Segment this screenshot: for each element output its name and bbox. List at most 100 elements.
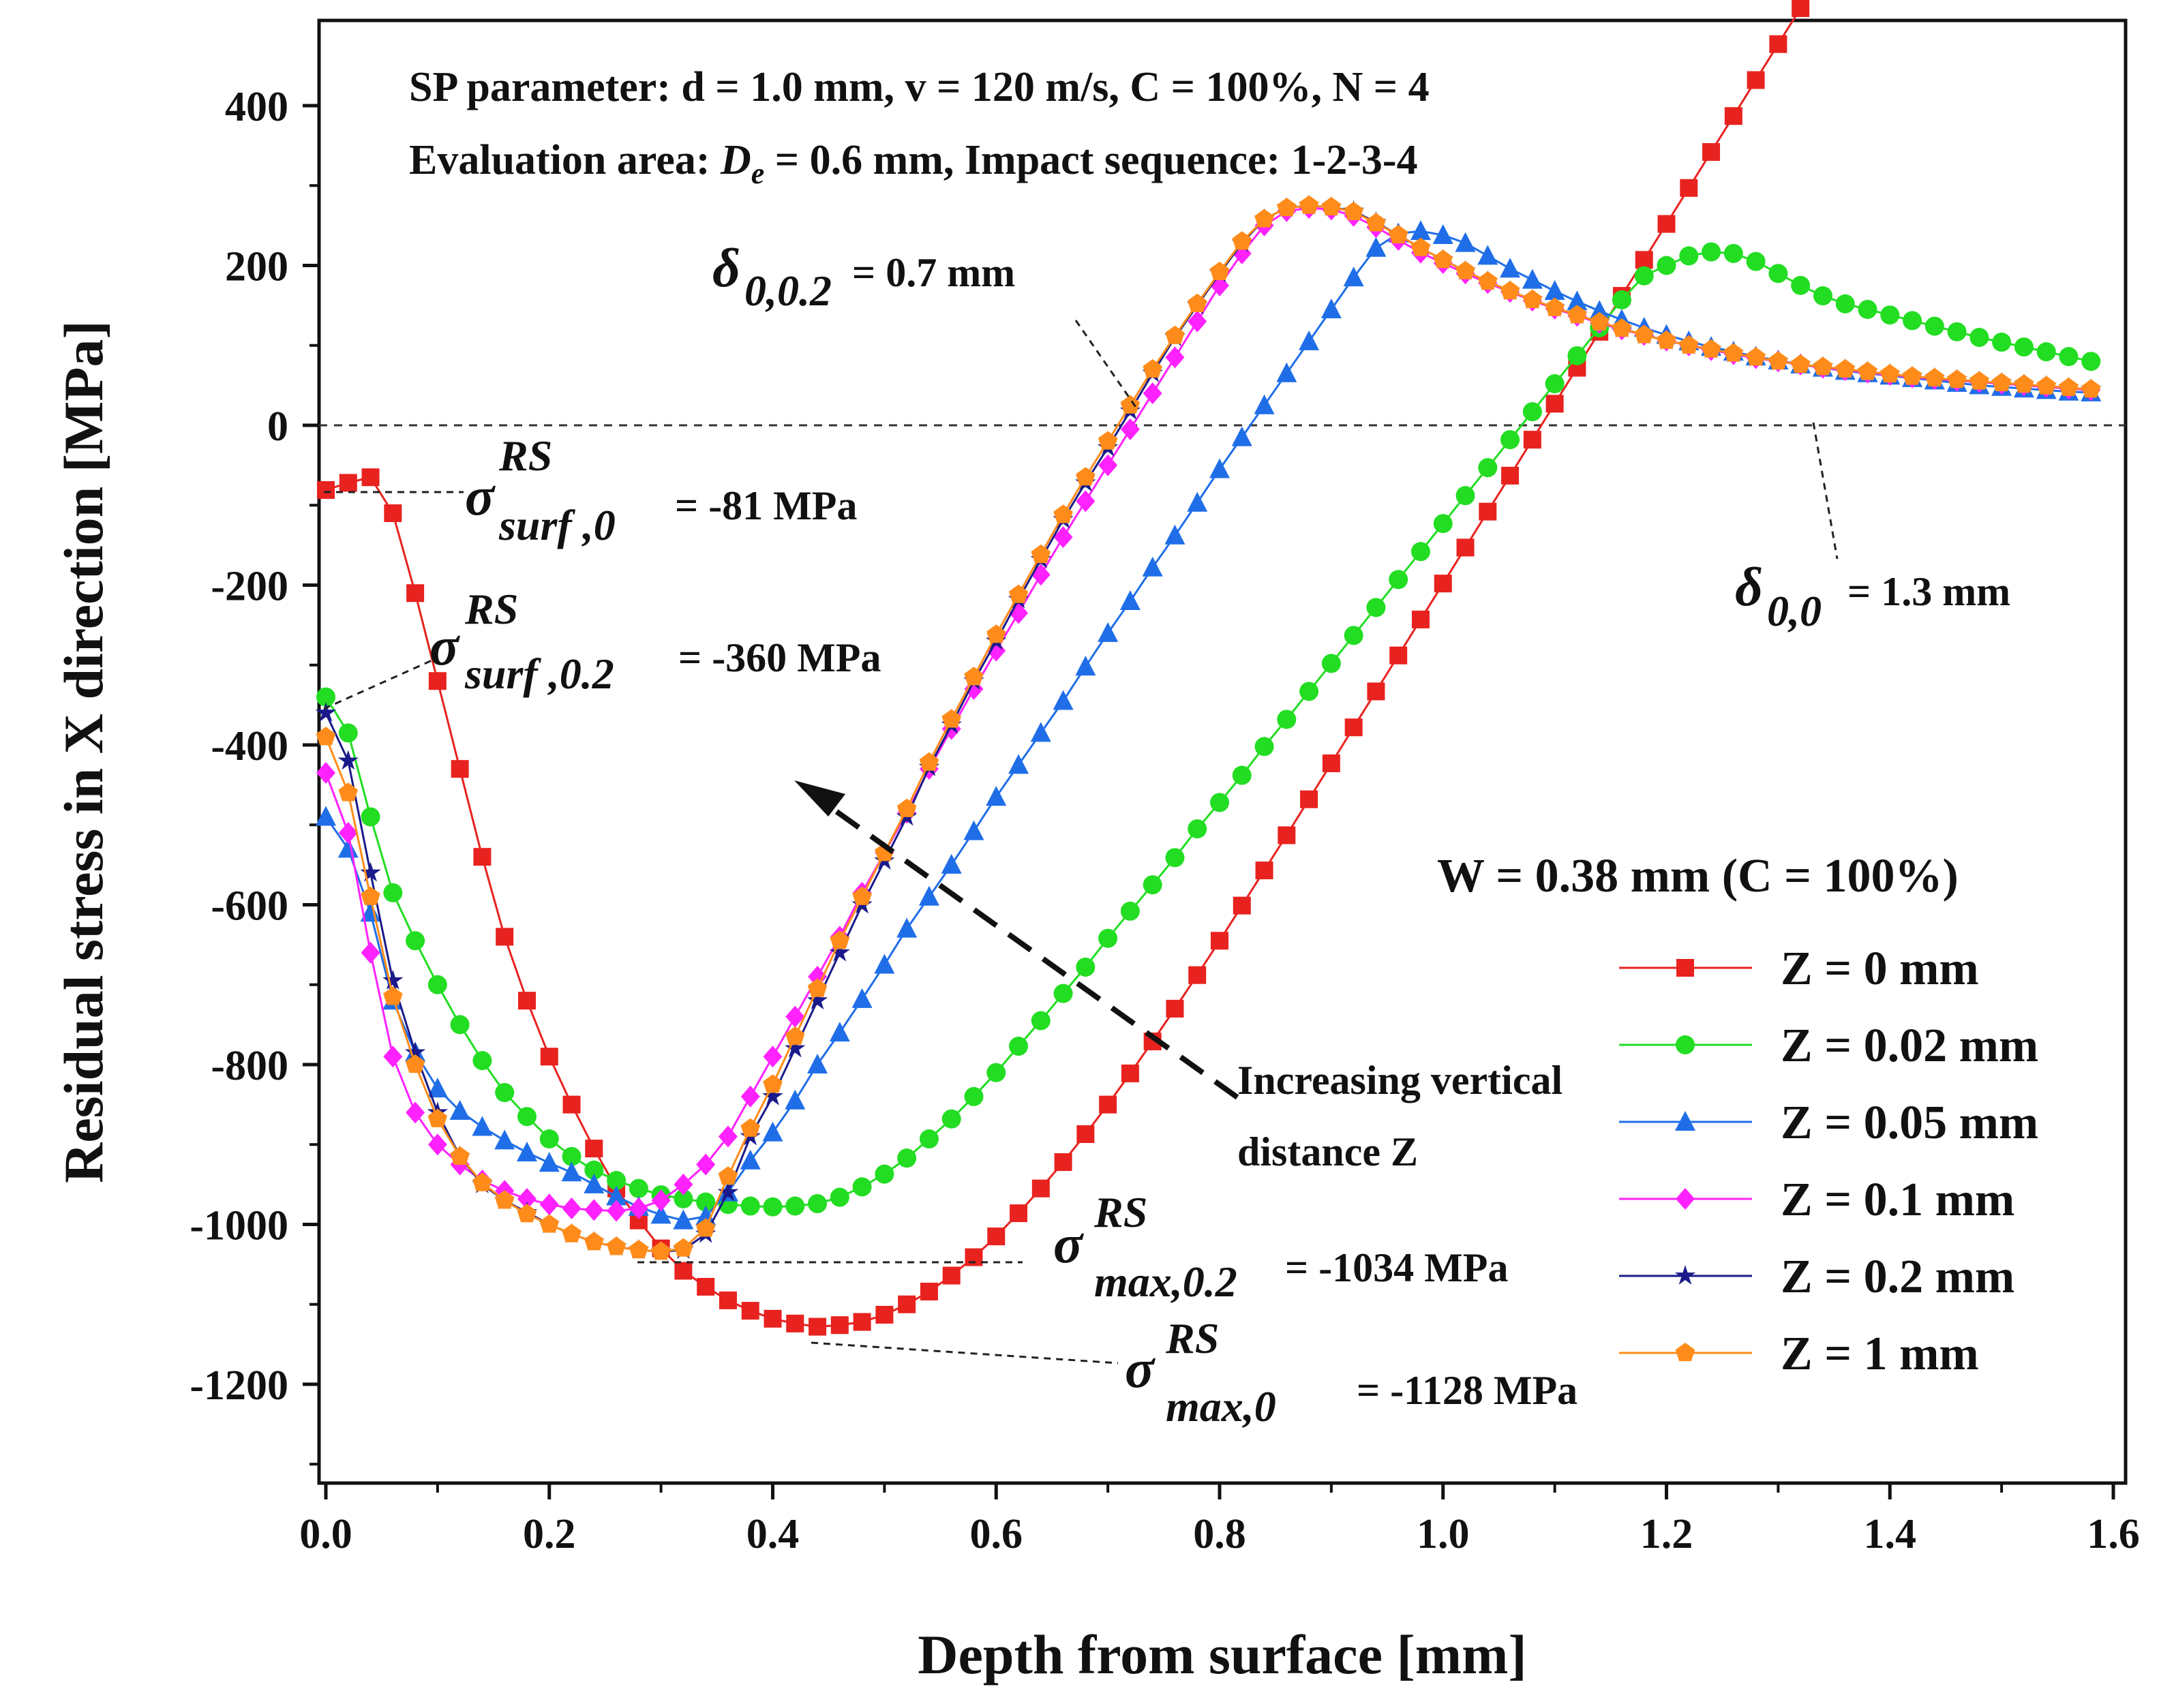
data-point xyxy=(584,1232,604,1251)
data-point xyxy=(1746,347,1766,366)
data-point xyxy=(1723,343,1744,362)
data-point xyxy=(809,1317,827,1336)
surf0-value: = -81 MPa xyxy=(675,483,857,528)
leader-max0 xyxy=(811,1341,1119,1364)
delta-symbol: δ xyxy=(712,239,740,299)
legend-marker xyxy=(1676,959,1694,977)
data-point xyxy=(1299,682,1319,701)
data-point xyxy=(495,1083,515,1103)
data-point xyxy=(585,1140,603,1158)
data-point xyxy=(1835,359,1855,378)
data-point xyxy=(1567,305,1587,324)
legend-marker xyxy=(1675,1111,1695,1131)
data-point xyxy=(1947,369,1967,388)
superscript-rs: RS xyxy=(1165,1314,1219,1362)
data-point xyxy=(1030,722,1051,742)
data-point xyxy=(1232,765,1252,785)
data-point xyxy=(696,1153,716,1176)
data-point xyxy=(1010,1204,1028,1223)
data-point xyxy=(919,1129,939,1149)
x-tick-label: 1.0 xyxy=(1417,1511,1470,1557)
x-axis-title: Depth from surface [mm] xyxy=(918,1623,1526,1686)
data-point xyxy=(1321,654,1341,673)
data-point xyxy=(1098,928,1118,948)
data-point xyxy=(1188,310,1207,333)
data-point xyxy=(1322,754,1340,772)
data-point xyxy=(718,1166,738,1185)
data-point xyxy=(1792,0,1810,17)
data-point xyxy=(852,1177,872,1197)
data-point xyxy=(1053,526,1073,549)
legend-label: Z = 0.2 mm xyxy=(1781,1251,2014,1303)
data-point xyxy=(1099,1095,1117,1114)
data-point xyxy=(406,1101,425,1124)
leader-delta0 xyxy=(1812,422,1839,560)
data-point xyxy=(674,1238,693,1257)
data-point xyxy=(1188,966,1207,984)
data-point xyxy=(1277,198,1297,217)
data-point xyxy=(361,941,380,964)
data-point xyxy=(941,709,961,728)
data-point xyxy=(1791,275,1811,295)
data-point xyxy=(1121,1064,1139,1082)
data-point xyxy=(696,1192,716,1212)
data-point xyxy=(1545,395,1564,413)
superscript-rs: RS xyxy=(464,585,518,633)
data-point xyxy=(584,1199,604,1221)
data-point xyxy=(539,1193,559,1216)
data-point xyxy=(1344,201,1363,221)
plot-frame xyxy=(317,18,2128,1485)
annotation-max-02: σ RS max,0.2 = -1034 MPa xyxy=(1053,1188,1508,1306)
data-point xyxy=(1702,143,1721,162)
info-line-2-pre: Evaluation area: xyxy=(409,137,721,183)
data-point xyxy=(1991,372,2012,391)
data-point xyxy=(1188,819,1207,839)
data-point xyxy=(1567,290,1588,311)
delta0-value: = 1.3 mm xyxy=(1847,569,2010,614)
data-point xyxy=(1432,224,1453,244)
annotation-surf-02: σ RS surf ,0.2 = -360 MPa xyxy=(429,585,881,698)
data-point xyxy=(1522,289,1543,309)
data-point xyxy=(1120,395,1141,414)
series-6 xyxy=(316,195,2101,1260)
data-point xyxy=(1522,402,1542,422)
data-point xyxy=(315,702,337,722)
data-point xyxy=(1455,486,1475,506)
data-point xyxy=(1053,690,1074,710)
data-point xyxy=(2059,377,2079,396)
legend-item: Z = 0 mm xyxy=(1619,943,1979,995)
data-point xyxy=(763,1046,783,1068)
data-point xyxy=(785,1196,805,1216)
data-point xyxy=(472,1172,492,1191)
data-point xyxy=(316,806,336,826)
data-point xyxy=(361,886,380,905)
data-point xyxy=(673,1209,694,1230)
data-point xyxy=(920,1282,938,1300)
sigma-symbol: σ xyxy=(1125,1339,1156,1399)
data-point xyxy=(829,1022,850,1042)
data-point xyxy=(2081,352,2101,371)
data-point xyxy=(808,1194,828,1214)
legend-item: Z = 0.1 mm xyxy=(1619,1174,2014,1226)
data-point xyxy=(786,1314,804,1332)
data-point xyxy=(874,954,895,974)
data-point xyxy=(674,1262,693,1280)
data-point xyxy=(361,468,380,487)
data-point xyxy=(1522,269,1543,289)
data-point xyxy=(1769,35,1787,53)
data-point xyxy=(1187,491,1208,512)
data-point xyxy=(2059,347,2079,367)
x-tick-label: 0.4 xyxy=(746,1511,800,1557)
info-line-2: Evaluation area: De = 0.6 mm, Impact seq… xyxy=(409,137,1418,190)
max02-value: = -1034 MPa xyxy=(1285,1245,1508,1290)
data-point xyxy=(762,1085,783,1105)
y-tick-label: 200 xyxy=(225,244,288,290)
y-tick-label: -600 xyxy=(211,883,288,930)
data-point xyxy=(562,1146,582,1166)
data-point xyxy=(2036,342,2056,362)
info-line-1: SP parameter: d = 1.0 mm, v = 120 m/s, C… xyxy=(409,64,1430,110)
data-point xyxy=(740,1196,760,1216)
data-point xyxy=(316,762,335,784)
data-point xyxy=(1523,431,1541,449)
info-line-2-symbol: D xyxy=(720,137,751,183)
